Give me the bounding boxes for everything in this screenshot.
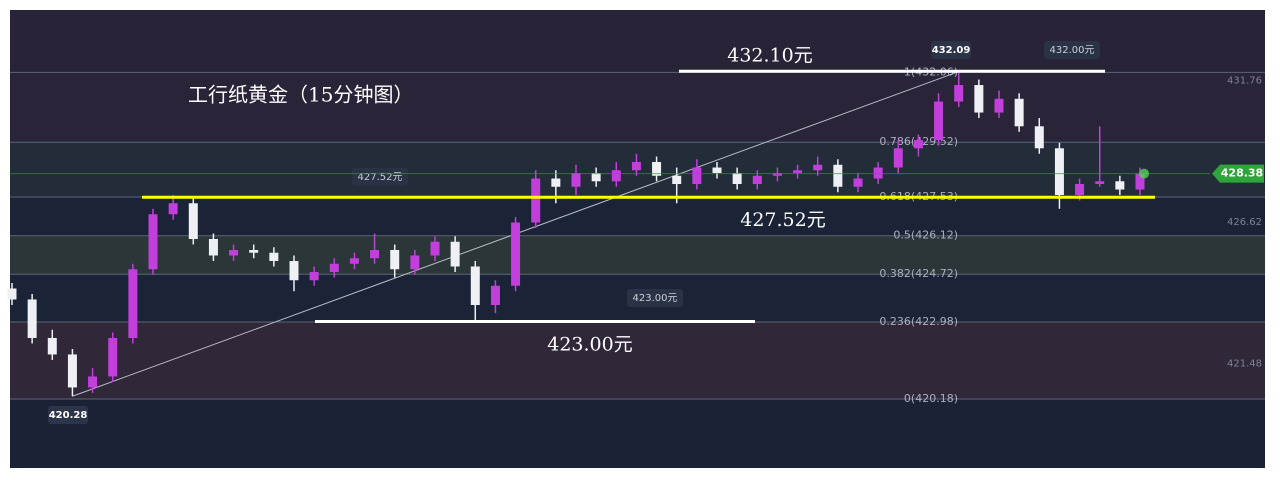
tag-label: 432.00元 xyxy=(1050,45,1095,56)
fib-band xyxy=(10,72,1265,143)
candle-body xyxy=(47,337,57,355)
candle-body xyxy=(490,285,500,305)
candle-body xyxy=(1034,126,1044,149)
candle-body xyxy=(511,222,521,286)
candle-body xyxy=(752,175,762,185)
candle-body xyxy=(974,85,984,113)
candle-body xyxy=(269,252,279,261)
candle-body xyxy=(390,249,400,270)
candle-body xyxy=(631,162,641,171)
fib-band xyxy=(10,196,1265,236)
candle-body xyxy=(128,269,138,338)
fib-label: 0.5(426.12) xyxy=(893,229,958,242)
candle-body xyxy=(712,167,722,174)
overlays: 432.10元 427.52元 423.00元 432.00元 427.52元 423.0… xyxy=(10,41,1264,424)
candle-body xyxy=(168,203,178,215)
candle-body xyxy=(893,148,903,168)
candle-body xyxy=(1054,148,1064,196)
price-line-label: 423.00元 xyxy=(547,333,632,355)
candle-body xyxy=(551,178,561,187)
candle-body xyxy=(954,85,964,102)
candle-body xyxy=(793,170,803,174)
candle-body xyxy=(732,173,742,185)
candle-body xyxy=(88,376,98,388)
price-badge xyxy=(931,41,971,59)
last-price-dot xyxy=(1139,168,1149,179)
candle-body xyxy=(1135,173,1145,190)
price-badge-label: 432.09 xyxy=(932,45,971,56)
candle-body xyxy=(27,299,37,338)
candle-body xyxy=(108,337,118,377)
fib-label: 0.382(424.72) xyxy=(879,267,958,280)
candle-body xyxy=(289,260,299,281)
y-tick-label: 426.62 xyxy=(1227,217,1262,228)
candle-body xyxy=(994,98,1004,113)
candle-body xyxy=(692,167,702,185)
candle-body xyxy=(833,164,843,187)
candle-body xyxy=(873,167,883,179)
y-tick-label: 431.76 xyxy=(1227,76,1262,87)
last-price-label: 428.38 xyxy=(1221,167,1263,180)
fib-band xyxy=(10,235,1265,275)
candle-body xyxy=(470,266,480,305)
fib-label: 0(420.18) xyxy=(904,392,958,405)
candle-body xyxy=(1095,181,1105,185)
price-line-label: 427.52元 xyxy=(740,209,825,231)
price-line-label: 432.10元 xyxy=(727,44,812,66)
candle-body xyxy=(1014,98,1024,127)
fib-bands xyxy=(10,10,1265,399)
candle-body xyxy=(249,249,259,253)
candle-body xyxy=(370,249,380,259)
candle-body xyxy=(1075,184,1085,196)
y-tick-label: 421.48 xyxy=(1227,358,1262,369)
candle-body xyxy=(531,178,541,223)
candle-body xyxy=(813,164,823,171)
candle-body xyxy=(188,203,198,239)
tag-box xyxy=(1044,41,1100,59)
last-price-tag xyxy=(1212,164,1264,183)
tag-label: 427.52元 xyxy=(358,172,403,183)
fib-label: 0.236(422.98) xyxy=(879,315,958,328)
candle-body xyxy=(1115,181,1125,190)
candle-body xyxy=(329,263,339,272)
candle-body xyxy=(410,255,420,270)
candle-body xyxy=(772,173,782,176)
candle-body xyxy=(309,271,319,281)
candle-body xyxy=(229,249,239,256)
chart-title: 工行纸黄金（15分钟图） xyxy=(188,83,413,107)
candle-body xyxy=(430,241,440,256)
price-badge xyxy=(48,406,88,424)
candle-body xyxy=(853,178,863,187)
candle-body xyxy=(349,258,359,264)
candle-body xyxy=(652,162,662,176)
candle-body xyxy=(450,241,460,267)
candle-body xyxy=(208,239,218,256)
candle-body xyxy=(591,173,601,182)
candle-body xyxy=(7,288,17,300)
candle-body xyxy=(611,170,621,182)
price-badge-label: 420.28 xyxy=(49,410,88,421)
candles xyxy=(7,71,1145,397)
candle-body xyxy=(148,214,158,270)
candle-body xyxy=(934,101,944,141)
candle-body xyxy=(571,173,581,187)
candle-body xyxy=(913,140,923,149)
tag-box xyxy=(352,168,408,186)
tag-label: 423.00元 xyxy=(633,293,678,304)
tag-box xyxy=(627,289,683,307)
candle-body xyxy=(672,175,682,185)
fib-band xyxy=(10,322,1265,399)
candle-body xyxy=(67,354,77,388)
